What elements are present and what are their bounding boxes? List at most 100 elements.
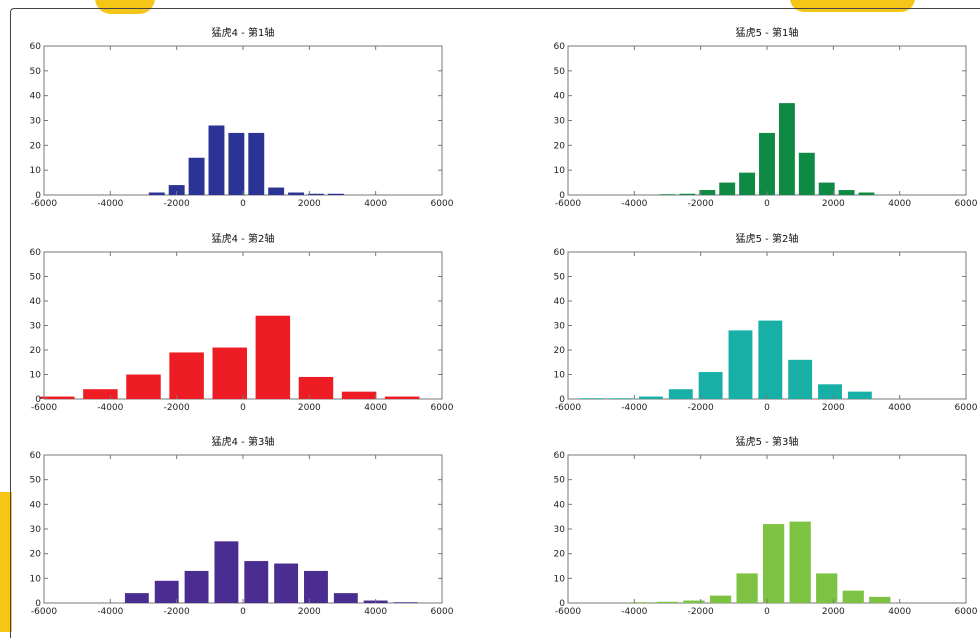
bar [838, 190, 855, 195]
y-tick-label: 30 [30, 322, 42, 332]
bar [169, 352, 204, 399]
decorative-yellow-shape-top [95, 0, 155, 14]
x-tick-label: 6000 [955, 403, 978, 413]
bar [699, 190, 716, 195]
bar [858, 192, 875, 195]
y-tick-label: 50 [30, 67, 42, 77]
y-tick-label: 0 [35, 191, 41, 201]
x-tick-label: 2000 [822, 403, 845, 413]
bar [384, 396, 420, 399]
y-tick-label: 20 [554, 550, 566, 560]
y-tick-label: 10 [554, 574, 566, 584]
y-tick-label: 20 [554, 346, 566, 356]
y-tick-label: 30 [554, 117, 566, 127]
bar [579, 398, 604, 399]
x-tick-label: -2000 [164, 199, 190, 209]
x-tick-label: 0 [240, 403, 246, 413]
x-tick-label: 0 [240, 199, 246, 209]
subplot-1: 猛虎4 - 第1轴 -6000 -4000 -2000 0 2000 4000 6000 0 10… [30, 26, 454, 209]
bar [698, 372, 723, 399]
x-tick-label: -4000 [621, 403, 647, 413]
bar [212, 347, 247, 399]
y-tick-label: 20 [30, 550, 42, 560]
x-tick-label: -4000 [97, 607, 123, 617]
bar [393, 602, 418, 603]
x-tick-label: -6000 [555, 199, 581, 209]
bar [847, 391, 872, 399]
y-tick-label: 20 [554, 141, 566, 151]
bar [683, 600, 705, 603]
bar [168, 185, 185, 195]
x-tick-label: -6000 [31, 199, 57, 209]
bar [719, 182, 736, 195]
bar [759, 132, 775, 195]
x-tick-label: 6000 [431, 199, 454, 209]
bar [763, 524, 785, 603]
bar [789, 521, 811, 603]
y-tick-label: 40 [554, 92, 566, 102]
x-tick-label: 4000 [888, 403, 911, 413]
y-tick-label: 10 [554, 371, 566, 381]
bar [148, 192, 165, 195]
x-tick-label: 4000 [364, 199, 387, 209]
bar [630, 602, 652, 603]
y-tick-label: 40 [30, 92, 42, 102]
x-tick-label: 0 [764, 403, 770, 413]
subplot-title: 猛虎4 - 第1轴 [212, 26, 275, 39]
x-tick-label: 4000 [888, 199, 911, 209]
x-tick-label: -6000 [31, 607, 57, 617]
x-tick-label: 6000 [955, 607, 978, 617]
subplot-4: 猛虎5 - 第2轴 -6000 -4000 -2000 0 2000 4000 6000 0 10… [554, 232, 978, 413]
bar [274, 563, 299, 603]
bar [83, 389, 118, 399]
y-tick-label: 50 [30, 476, 42, 486]
bar [816, 573, 838, 603]
bar [739, 172, 756, 195]
bar [656, 601, 679, 603]
subplot-title: 猛虎5 - 第1轴 [736, 26, 799, 39]
y-tick-label: 10 [30, 574, 42, 584]
bar [298, 376, 334, 399]
x-tick-label: -2000 [164, 403, 190, 413]
y-tick-label: 20 [30, 141, 42, 151]
bar [304, 570, 328, 603]
bar [758, 320, 783, 399]
y-tick-label: 0 [35, 395, 41, 405]
bar [736, 573, 758, 603]
y-tick-label: 40 [554, 297, 566, 307]
y-tick-label: 0 [35, 599, 41, 609]
decorative-yellow-strip-left [0, 492, 12, 632]
bar [638, 396, 663, 399]
decorative-yellow-shape-top-right [790, 0, 915, 12]
x-tick-label: 2000 [822, 607, 845, 617]
y-tick-label: 30 [30, 117, 42, 127]
y-tick-label: 50 [554, 476, 566, 486]
x-tick-label: 2000 [298, 403, 321, 413]
y-tick-label: 60 [554, 451, 566, 461]
subplot-title: 猛虎5 - 第2轴 [736, 232, 799, 245]
subplot-2: 猛虎5 - 第1轴 -6000 -4000 -2000 0 2000 4000 6000 0 10… [554, 26, 978, 209]
y-tick-label: 0 [559, 191, 565, 201]
x-tick-label: -2000 [688, 607, 714, 617]
y-tick-label: 20 [30, 346, 42, 356]
y-tick-label: 30 [554, 322, 566, 332]
bar [214, 541, 239, 603]
y-tick-label: 0 [559, 395, 565, 405]
y-tick-label: 60 [554, 248, 566, 258]
bar [333, 593, 358, 603]
bar [668, 389, 693, 399]
bar [40, 396, 75, 399]
bar [788, 359, 813, 399]
x-tick-label: 0 [764, 607, 770, 617]
x-tick-label: -4000 [621, 199, 647, 209]
bar [609, 398, 634, 399]
bar [228, 132, 245, 195]
bar [126, 374, 161, 399]
x-tick-label: 2000 [298, 199, 321, 209]
y-tick-label: 40 [30, 297, 42, 307]
y-tick-label: 60 [30, 42, 42, 52]
bar [679, 193, 696, 195]
bar [798, 152, 815, 195]
x-tick-label: 6000 [431, 403, 454, 413]
